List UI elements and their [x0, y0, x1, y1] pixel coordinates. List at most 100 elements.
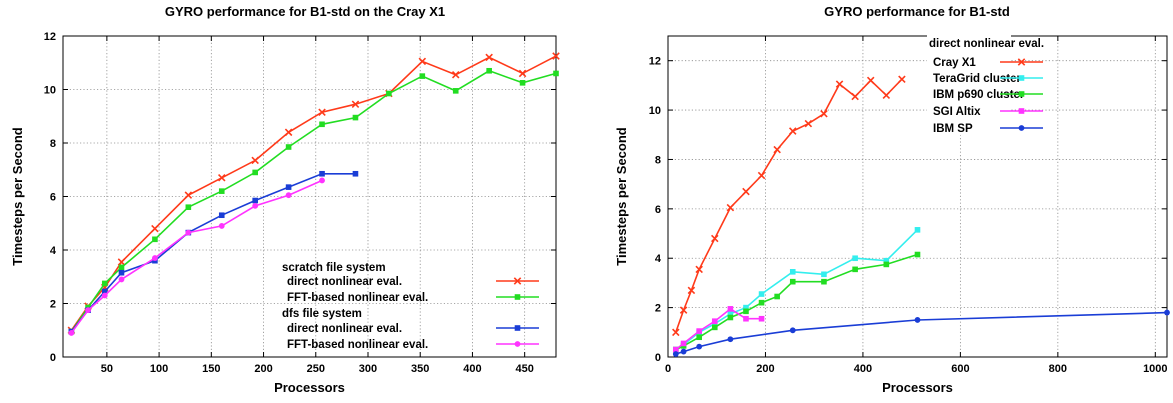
series-line — [675, 78, 903, 333]
data-point — [553, 70, 559, 77]
data-point — [743, 308, 749, 315]
legend-marker — [1018, 75, 1025, 81]
data-point — [118, 269, 125, 276]
data-point — [101, 292, 108, 299]
data-point — [883, 257, 890, 264]
data-point-stroke-b — [788, 127, 797, 135]
legend-label: TeraGrid cluster — [933, 73, 1022, 85]
data-point — [696, 328, 702, 334]
legend-label: SGI Altix — [933, 106, 981, 118]
y-tick-label: 8 — [50, 138, 56, 150]
legend-label: IBM p690 cluster — [933, 89, 1025, 101]
x-tick-label: 350 — [411, 363, 429, 375]
data-point-stroke-b — [451, 71, 460, 79]
data-point — [486, 67, 492, 74]
data-point-stroke-b — [552, 52, 560, 60]
data-point-stroke-b — [882, 91, 891, 100]
x-tick-label: 200 — [254, 363, 272, 375]
chart-left: GYRO performance for B1-std on the Cray … — [10, 4, 560, 395]
data-point — [680, 340, 687, 347]
data-point-stroke-b — [184, 191, 193, 199]
series-line — [70, 55, 557, 331]
legend-group-header: scratch file system — [282, 262, 386, 274]
legend-marker — [1018, 91, 1025, 97]
y-tick-label: 12 — [649, 56, 661, 68]
x-tick-label: 1000 — [1143, 363, 1167, 375]
data-point — [914, 251, 921, 258]
data-point-stroke-b — [318, 108, 326, 117]
x-tick-label: 400 — [854, 363, 872, 375]
data-point — [696, 334, 702, 341]
data-point-stroke-b — [898, 75, 906, 83]
data-point — [218, 212, 225, 219]
data-point — [680, 348, 687, 355]
legend-label: direct nonlinear eval. — [287, 276, 402, 288]
plot-frame — [667, 35, 1168, 358]
legend-marker — [1017, 58, 1026, 66]
data-point-stroke-b — [251, 156, 259, 165]
data-point — [252, 169, 258, 176]
data-point — [757, 171, 766, 180]
data-point-stroke-b — [117, 258, 126, 266]
data-point — [284, 128, 293, 137]
data-point — [552, 52, 560, 60]
legend-marker — [514, 341, 521, 347]
data-point — [318, 108, 326, 117]
data-point — [151, 224, 159, 233]
data-point — [386, 90, 392, 97]
data-point — [727, 310, 734, 317]
legend-label: FFT-based nonlinear eval. — [287, 339, 428, 351]
legend-label: direct nonlinear eval. — [287, 323, 402, 335]
data-point — [898, 75, 906, 83]
data-point — [789, 327, 796, 334]
data-point — [117, 258, 126, 266]
legend-marker — [513, 277, 522, 285]
y-tick-label: 10 — [649, 105, 661, 117]
data-point-stroke-b — [518, 69, 527, 78]
legend-marker — [514, 325, 521, 331]
data-point — [218, 223, 225, 229]
data-point — [351, 100, 360, 108]
data-point-stroke-b — [672, 328, 680, 337]
data-point — [687, 286, 696, 295]
data-point — [1164, 309, 1170, 316]
data-point — [852, 255, 858, 262]
data-point — [519, 80, 526, 86]
y-tick-label: 8 — [655, 154, 661, 166]
y-axis-label: Timesteps per Second — [614, 127, 629, 266]
x-tick-label: 400 — [463, 363, 481, 375]
data-point — [914, 317, 921, 323]
data-point — [101, 280, 108, 287]
chart-right: GYRO performance for B1-std 0 200 400 600 800… — [614, 4, 1170, 395]
data-point — [866, 76, 875, 85]
legend-marker-stroke-b — [1017, 58, 1026, 66]
series-3 — [68, 177, 325, 336]
series-line — [675, 229, 919, 351]
data-point — [352, 114, 359, 121]
chart-title: GYRO performance for B1-std — [824, 4, 1010, 19]
y-tick-label: 10 — [44, 85, 56, 97]
y-tick-label: 6 — [655, 204, 661, 216]
x-tick-label: 800 — [1049, 363, 1067, 375]
data-point — [758, 291, 765, 297]
data-point-stroke-b — [757, 171, 766, 180]
data-point-stroke-b — [866, 76, 875, 85]
legend-label: FFT-based nonlinear eval. — [287, 292, 428, 304]
y-tick-label: 6 — [50, 192, 56, 204]
data-point — [185, 229, 192, 236]
y-axis-label: Timesteps per Second — [10, 127, 25, 266]
x-tick-label: 250 — [307, 363, 325, 375]
series-3 — [672, 306, 765, 353]
data-point — [319, 177, 325, 184]
data-point-stroke-b — [695, 265, 703, 274]
y-tick-label: 2 — [655, 303, 661, 315]
data-point — [419, 73, 426, 79]
data-point — [727, 336, 734, 343]
data-point — [695, 265, 703, 274]
data-point — [882, 91, 891, 100]
x-tick-label: 300 — [359, 363, 377, 375]
data-point — [773, 145, 781, 154]
data-point — [774, 293, 780, 300]
data-point — [152, 236, 158, 243]
x-tick-label: 150 — [202, 363, 220, 375]
